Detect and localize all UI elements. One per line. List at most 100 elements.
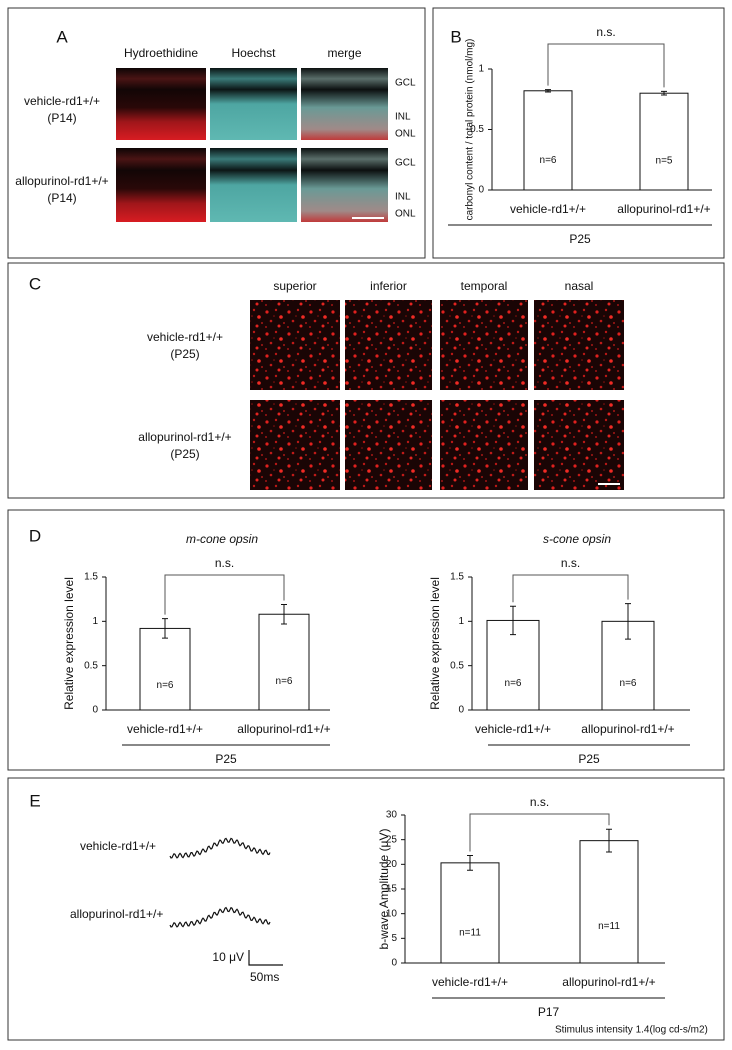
trace-label: vehicle-rd1+/+ bbox=[80, 839, 156, 853]
y-tick-label: 0.5 bbox=[450, 660, 464, 671]
bar bbox=[486, 619, 540, 711]
y-tick-label: 1.5 bbox=[84, 572, 98, 583]
erg-trace bbox=[169, 906, 271, 928]
footnote: Stimulus intensity 1.4(log cd-s/m2) bbox=[555, 1025, 708, 1036]
y-tick-label: 1.5 bbox=[450, 572, 464, 583]
layer-label: ONL bbox=[395, 129, 416, 140]
row-label: (P25) bbox=[170, 347, 199, 361]
y-tick-label: 1 bbox=[478, 64, 484, 75]
layer-label: INL bbox=[395, 112, 411, 123]
y-tick-label: 0 bbox=[478, 185, 484, 196]
y-tick-label: 5 bbox=[391, 933, 397, 944]
group-label: P17 bbox=[538, 1005, 560, 1019]
group-label: P25 bbox=[569, 232, 591, 246]
panel-label: C bbox=[29, 274, 41, 293]
y-axis-label: Relative expression level bbox=[62, 577, 76, 710]
chart-title: s-cone opsin bbox=[543, 532, 611, 546]
x-tick-label: allopurinol-rd1+/+ bbox=[562, 975, 655, 989]
bar bbox=[139, 627, 191, 711]
trace-label: allopurinol-rd1+/+ bbox=[70, 907, 163, 921]
x-tick-label: vehicle-rd1+/+ bbox=[475, 722, 551, 736]
micrograph bbox=[345, 300, 432, 390]
panel-frame bbox=[7, 262, 725, 499]
panel-label: E bbox=[29, 791, 40, 810]
n-label: n=5 bbox=[656, 156, 673, 167]
y-tick-label: 25 bbox=[386, 834, 398, 845]
chart-title: m-cone opsin bbox=[186, 532, 258, 546]
bar bbox=[523, 90, 573, 191]
significance-label: n.s. bbox=[215, 556, 234, 570]
x-tick-label: allopurinol-rd1+/+ bbox=[581, 722, 674, 736]
scale-label: 50ms bbox=[250, 970, 279, 984]
y-axis-label: carbonyl content / total protein (nmol/m… bbox=[465, 39, 476, 221]
column-header: Hoechst bbox=[231, 46, 276, 60]
n-label: n=6 bbox=[505, 678, 522, 689]
panel-label: A bbox=[56, 27, 68, 46]
y-tick-label: 0.5 bbox=[470, 124, 484, 135]
y-tick-label: 0 bbox=[391, 958, 397, 969]
panel-frame bbox=[432, 7, 725, 259]
row-label: allopurinol-rd1+/+ bbox=[15, 174, 108, 188]
significance-label: n.s. bbox=[596, 25, 615, 39]
y-tick-label: 30 bbox=[386, 810, 398, 821]
x-tick-label: vehicle-rd1+/+ bbox=[432, 975, 508, 989]
x-tick-label: allopurinol-rd1+/+ bbox=[237, 722, 330, 736]
y-tick-label: 0.5 bbox=[84, 660, 98, 671]
error-bar bbox=[661, 90, 667, 96]
x-tick-label: allopurinol-rd1+/+ bbox=[617, 202, 710, 216]
micrograph bbox=[534, 300, 624, 390]
significance-bracket bbox=[547, 43, 665, 88]
y-tick-label: 0 bbox=[458, 705, 464, 716]
group-label: P25 bbox=[215, 752, 237, 766]
panel-frame bbox=[7, 7, 426, 259]
error-bar bbox=[545, 89, 551, 93]
layer-label: GCL bbox=[395, 158, 416, 169]
row-label: (P14) bbox=[47, 111, 76, 125]
x-tick-label: vehicle-rd1+/+ bbox=[127, 722, 203, 736]
micrograph bbox=[210, 68, 297, 140]
y-tick-label: 20 bbox=[386, 859, 398, 870]
layer-label: INL bbox=[395, 192, 411, 203]
bar bbox=[579, 840, 639, 964]
erg-trace bbox=[169, 837, 271, 859]
y-tick-label: 15 bbox=[386, 884, 398, 895]
micrograph bbox=[210, 148, 297, 222]
micrograph bbox=[345, 400, 432, 490]
bar bbox=[440, 862, 500, 964]
panel-label: D bbox=[29, 526, 41, 545]
n-label: n=11 bbox=[459, 928, 481, 939]
panel-label: B bbox=[450, 27, 461, 46]
significance-label: n.s. bbox=[530, 795, 549, 809]
error-bar bbox=[467, 854, 473, 871]
column-header: temporal bbox=[461, 279, 508, 293]
column-header: nasal bbox=[565, 279, 594, 293]
significance-bracket bbox=[469, 813, 610, 852]
micrograph bbox=[116, 68, 206, 140]
error-bar bbox=[162, 618, 168, 639]
micrograph bbox=[534, 400, 624, 490]
error-bar bbox=[510, 605, 516, 636]
panel-frame bbox=[7, 509, 725, 771]
micrograph bbox=[116, 148, 206, 222]
micrograph bbox=[250, 400, 340, 490]
micrograph bbox=[440, 400, 528, 490]
n-label: n=11 bbox=[598, 921, 620, 932]
significance-bracket bbox=[512, 574, 629, 603]
error-bar bbox=[281, 603, 287, 625]
y-axis-label: Relative expression level bbox=[428, 577, 442, 710]
n-label: n=6 bbox=[620, 678, 637, 689]
group-label: P25 bbox=[578, 752, 600, 766]
y-tick-label: 1 bbox=[92, 616, 98, 627]
column-header: Hydroethidine bbox=[124, 46, 198, 60]
micrograph bbox=[250, 300, 340, 390]
scale-label: 10 μV bbox=[212, 950, 244, 964]
column-header: inferior bbox=[370, 279, 407, 293]
n-label: n=6 bbox=[276, 676, 293, 687]
panel-frame bbox=[7, 777, 725, 1041]
x-tick-label: vehicle-rd1+/+ bbox=[510, 202, 586, 216]
row-label: (P25) bbox=[170, 447, 199, 461]
error-bar bbox=[625, 603, 631, 640]
n-label: n=6 bbox=[157, 680, 174, 691]
row-label: (P14) bbox=[47, 191, 76, 205]
